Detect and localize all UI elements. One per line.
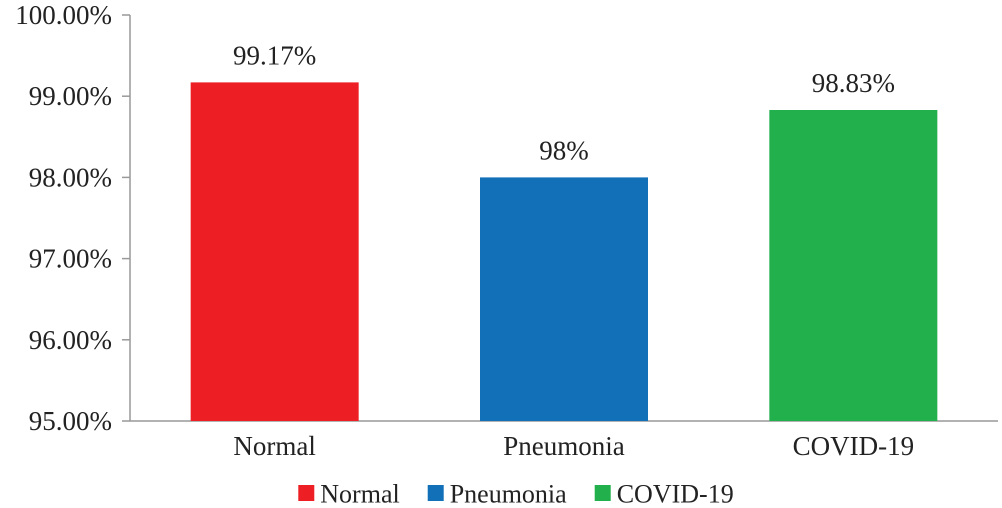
legend-label: Pneumonia	[450, 480, 567, 508]
legend-swatch	[594, 485, 611, 501]
data-label: 99.17%	[233, 40, 316, 70]
bar-covid-19	[769, 110, 938, 421]
y-tick-label: 96.00%	[29, 325, 112, 355]
legend-item-normal: Normal	[298, 480, 400, 508]
y-tick-label: 95.00%	[29, 406, 112, 436]
legend-label: COVID-19	[617, 480, 734, 508]
data-label: 98%	[539, 135, 589, 165]
x-tick-label: COVID-19	[793, 431, 915, 461]
y-tick-label: 99.00%	[29, 81, 112, 111]
bar-pneumonia	[480, 177, 648, 421]
bars	[190, 82, 938, 421]
y-tick-label: 97.00%	[29, 244, 112, 274]
legend-swatch	[298, 485, 315, 501]
y-tick-label: 100.00%	[15, 0, 112, 30]
legend-swatch	[427, 485, 444, 501]
y-tick-label: 98.00%	[29, 162, 112, 192]
x-tick-label: Normal	[233, 431, 315, 461]
data-labels: 99.17% 98% 98.83%	[233, 40, 895, 165]
data-label: 98.83%	[812, 68, 895, 98]
legend: Normal Pneumonia COVID-19	[298, 480, 734, 508]
x-axis: Normal Pneumonia COVID-19	[130, 420, 998, 461]
legend-item-covid-19: COVID-19	[594, 480, 734, 508]
x-tick-label: Pneumonia	[503, 431, 625, 461]
legend-item-pneumonia: Pneumonia	[427, 480, 567, 508]
bar-normal	[190, 82, 359, 421]
y-axis: 95.00% 96.00% 97.00% 98.00% 99.00% 100.00%	[15, 0, 131, 436]
legend-label: Normal	[320, 480, 399, 508]
